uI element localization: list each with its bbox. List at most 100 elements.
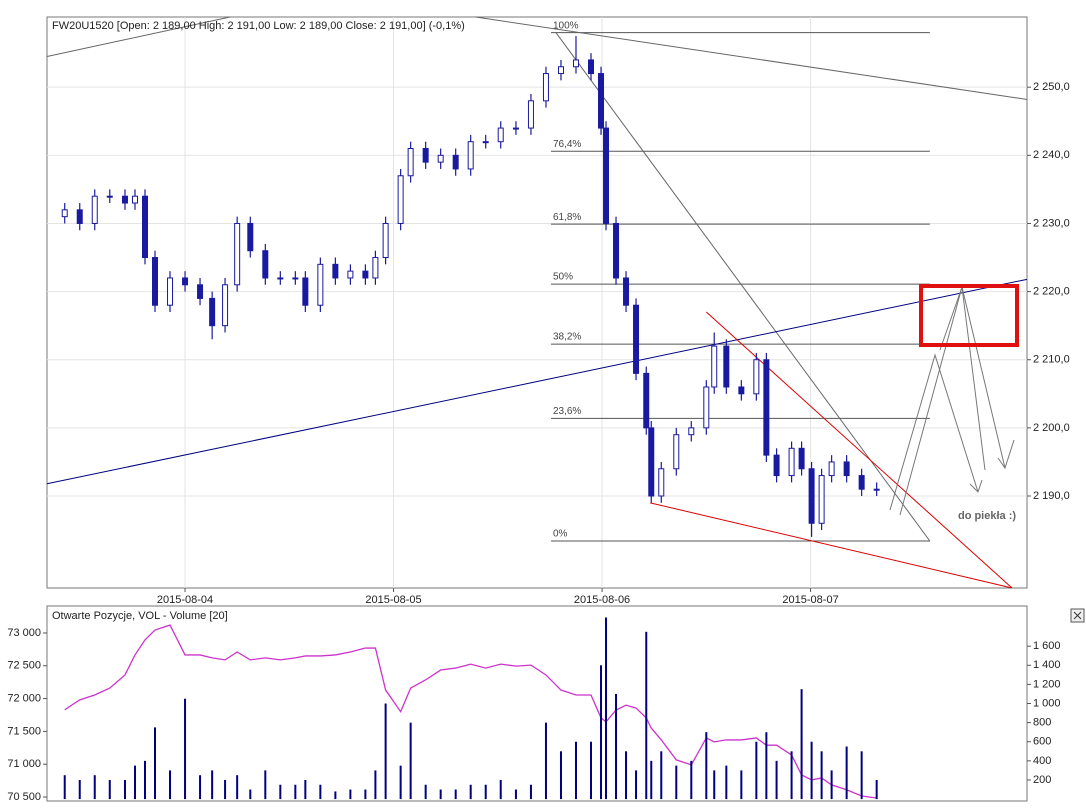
volume-bar [713, 770, 716, 800]
candle-body [858, 475, 865, 490]
candle-body [557, 66, 564, 75]
trend-line [46, 278, 1028, 485]
volume-bar [439, 789, 442, 800]
candle-body [452, 154, 459, 170]
fib-label: 50% [553, 272, 573, 283]
candle-body [723, 345, 730, 388]
y2-tick-label: 600 [1033, 736, 1051, 748]
fib-label: 100% [553, 20, 579, 31]
chart-title: FW20U1520 [Open: 2 189,00 High: 2 191,00… [52, 20, 465, 32]
target-box [919, 284, 1019, 347]
volume-bar [199, 775, 202, 800]
volume-bar [304, 779, 307, 800]
volume-bar [211, 770, 214, 800]
y-tick-label: 2 230,0 [1033, 217, 1070, 229]
y2-tick-label: 200 [1033, 774, 1051, 786]
candle-body [798, 447, 805, 470]
close-cross[interactable] [1073, 611, 1082, 620]
arrow-head [969, 479, 983, 493]
volume-bar [154, 727, 157, 800]
volume-bar [123, 779, 126, 800]
candle-body [738, 386, 745, 395]
candle-body [302, 277, 309, 306]
volume-bar [409, 722, 412, 800]
volume-bar [399, 765, 402, 800]
y-tick-label: 2 220,0 [1033, 286, 1070, 298]
candle-body [703, 386, 710, 429]
volume-bar [63, 775, 66, 800]
arrow-head [997, 439, 1015, 470]
trend-line [555, 32, 931, 542]
volume-bar [529, 784, 532, 800]
y-tick-label: 2 190,0 [1033, 490, 1070, 502]
candle-body [688, 427, 695, 436]
candle-body [658, 468, 665, 497]
candle-body [292, 277, 299, 280]
volume-bar [319, 784, 322, 800]
candle-body [572, 59, 579, 68]
volume-bar [484, 784, 487, 800]
candle-body [167, 277, 174, 306]
candle-body [247, 222, 254, 252]
volume-bar [574, 741, 577, 800]
volume-bar [169, 770, 172, 800]
y2-tick-label: 1 200 [1033, 678, 1061, 690]
volume-panel [46, 605, 1028, 802]
trend-line [650, 502, 1013, 589]
candle-body [588, 59, 595, 75]
candle-body [61, 209, 68, 218]
y-tick-label: 2 240,0 [1033, 149, 1070, 161]
candle-body [828, 461, 835, 477]
volume-bar [108, 779, 111, 800]
candle-body [613, 222, 620, 279]
volume-bar [424, 784, 427, 800]
volume-bar [790, 751, 793, 800]
volume-bar [364, 789, 367, 800]
candle-body [222, 284, 229, 327]
candle-body [347, 270, 354, 279]
candle-body [397, 175, 404, 224]
plot-layer: 2 190,0 2 200,0 2 210,0 2 220,0 2 230,0 2 240… [7, 16, 1070, 803]
volume-bar [78, 779, 81, 800]
candle-body [76, 209, 83, 224]
candle-body [372, 257, 379, 279]
y2-tick-label: 1 000 [1033, 697, 1061, 709]
candle-body [623, 277, 630, 306]
volume-bar [144, 760, 146, 800]
volume-bar [133, 765, 136, 800]
open-interest-line [64, 624, 877, 799]
panel-title: Otwarte Pozycje, VOL - Volume [20] [52, 610, 228, 622]
candle-body [152, 257, 159, 306]
candle-body [873, 488, 880, 491]
volume-bar [725, 765, 728, 800]
trend-line [705, 311, 1013, 589]
candle-body [407, 148, 414, 177]
volume-bar [349, 789, 352, 800]
close-button[interactable] [1070, 608, 1085, 623]
volume-bar [675, 765, 678, 800]
volume-bar [184, 698, 187, 800]
y2-tick-label: 1 400 [1033, 659, 1061, 671]
y2-tick-label: 1 600 [1033, 640, 1061, 652]
candle-body [753, 359, 760, 395]
volume-bar [469, 784, 472, 800]
y-tick-label: 2 250,0 [1033, 81, 1070, 93]
volume-bar [755, 741, 758, 800]
candle-body [121, 195, 128, 204]
volume-bar [93, 775, 96, 800]
candle-body [197, 284, 204, 299]
volume-bar [705, 732, 708, 800]
candle-body [91, 195, 98, 224]
volume-bar [800, 689, 803, 800]
volume-bar [544, 722, 547, 800]
y2-tick-label: 400 [1033, 755, 1051, 767]
candle-body [527, 100, 534, 129]
candle-body [773, 454, 780, 477]
candle-body [142, 195, 148, 259]
y-tick-label: 72 000 [7, 692, 41, 704]
candle-body [437, 154, 444, 163]
candle-body [598, 73, 605, 129]
x-tick-label: 2015-08-06 [574, 594, 630, 606]
candle-body [332, 263, 339, 279]
candle-body [711, 345, 718, 388]
